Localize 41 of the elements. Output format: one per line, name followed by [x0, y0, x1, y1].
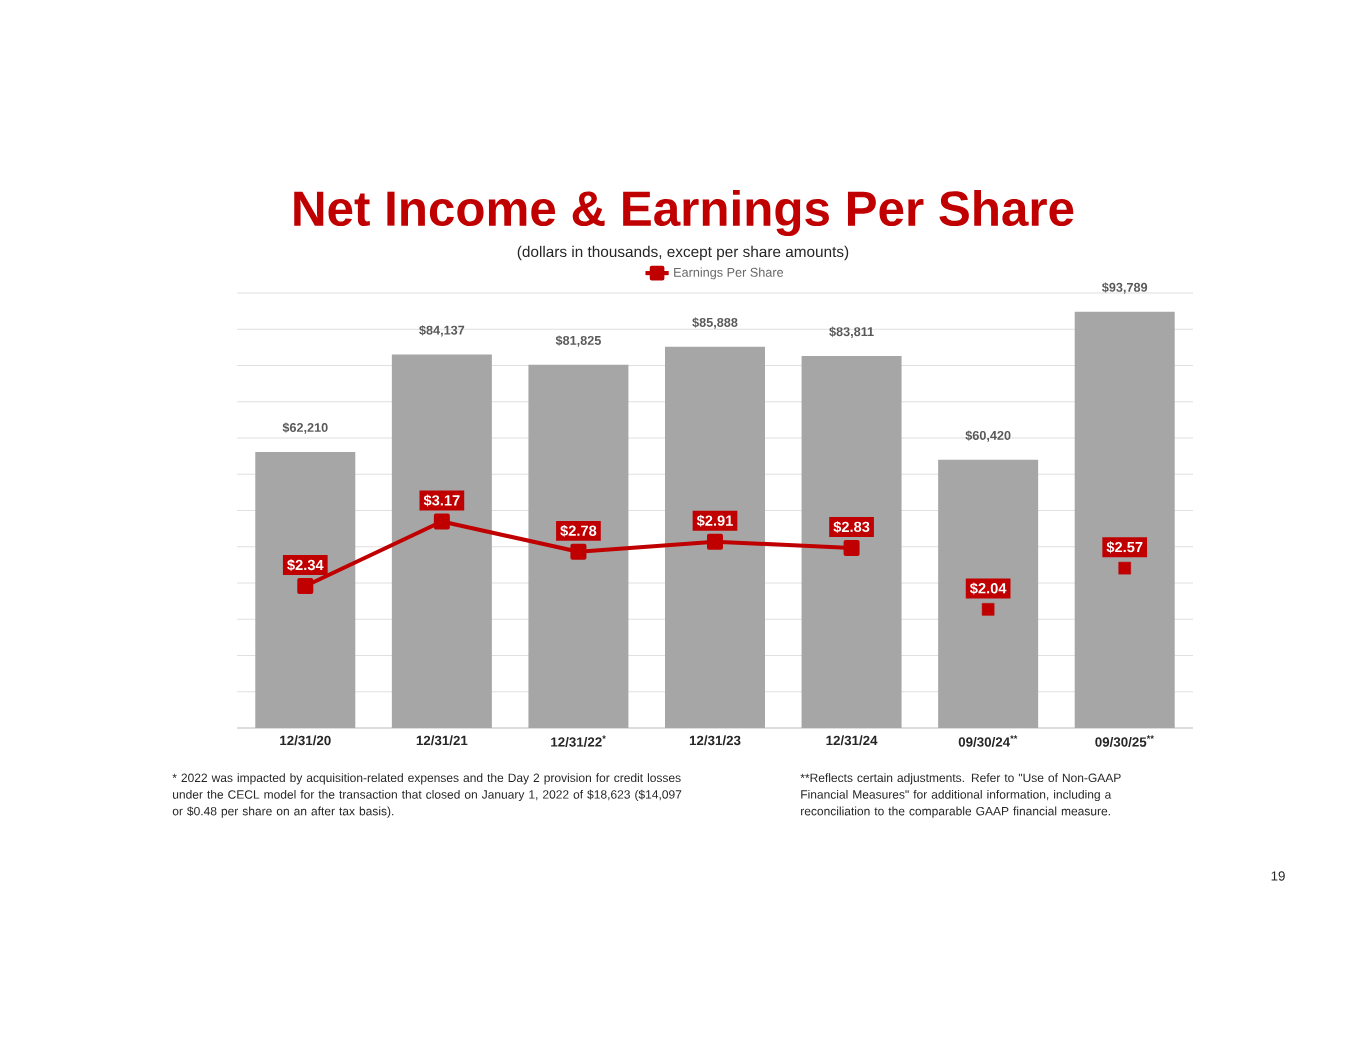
point: [433, 513, 450, 530]
bar: [255, 451, 356, 728]
x-tick-label: 12/31/21: [416, 735, 468, 746]
data-label: $2.78: [560, 524, 597, 537]
data-label: $2.34: [287, 559, 324, 572]
text: 19: [1271, 871, 1285, 881]
chart-subtitle: (dollars in thousands, except per share amounts): [517, 245, 849, 261]
point: [843, 539, 860, 556]
bar: [665, 346, 765, 728]
point: [1118, 561, 1131, 575]
chart-title: Net Income & Earnings Per Share: [294, 189, 1074, 237]
point: [297, 578, 314, 595]
x-tick-label: 09/30/25$^{**}$: [1095, 735, 1154, 747]
text: * 2022 was impacted by acquisition-related expenses and the Day 2 provision for credit losses under the CECL model for the transaction that closed on January 1, 2022 of $18,623 ($14,097 or $0.48 per share on an after tax basis).: [172, 773, 682, 818]
data-label: $81,825: [555, 335, 601, 347]
data-label: $84,137: [419, 325, 465, 337]
text: **Reflects certain adjustments. Refer to "Use of Non-GAAP Financial Measures" for additional information, including a reconciliation to the comparable GAAP financial measure.: [800, 773, 1121, 818]
data-label: $93,789: [1101, 282, 1148, 294]
x-tick-label: 12/31/20: [280, 735, 331, 746]
data-label: $2.57: [1106, 541, 1143, 554]
bar: [1074, 311, 1175, 728]
data-label: $3.17: [423, 494, 460, 507]
data-label: $60,420: [965, 430, 1011, 442]
x-tick-label: 12/31/22$^{*}$: [551, 735, 606, 747]
bar: [938, 459, 1039, 728]
legend-label: Earnings Per Share: [674, 267, 784, 280]
data-label: $2.83: [833, 521, 870, 533]
data-label: $83,811: [829, 326, 874, 338]
data-label: $85,888: [692, 317, 738, 329]
x-tick-label: 12/31/24: [826, 735, 878, 746]
data-label: $62,210: [282, 422, 328, 434]
data-label: $2.04: [969, 582, 1007, 595]
bar: [391, 354, 492, 728]
x-tick-label: 09/30/24$^{**}$: [958, 735, 1018, 747]
point: [981, 603, 995, 616]
point: [707, 533, 723, 550]
bar: [528, 364, 629, 728]
x-tick-label: 12/31/23: [689, 735, 741, 746]
bar: [801, 356, 902, 728]
data-label: $2.91: [696, 514, 733, 527]
point: [570, 543, 587, 560]
